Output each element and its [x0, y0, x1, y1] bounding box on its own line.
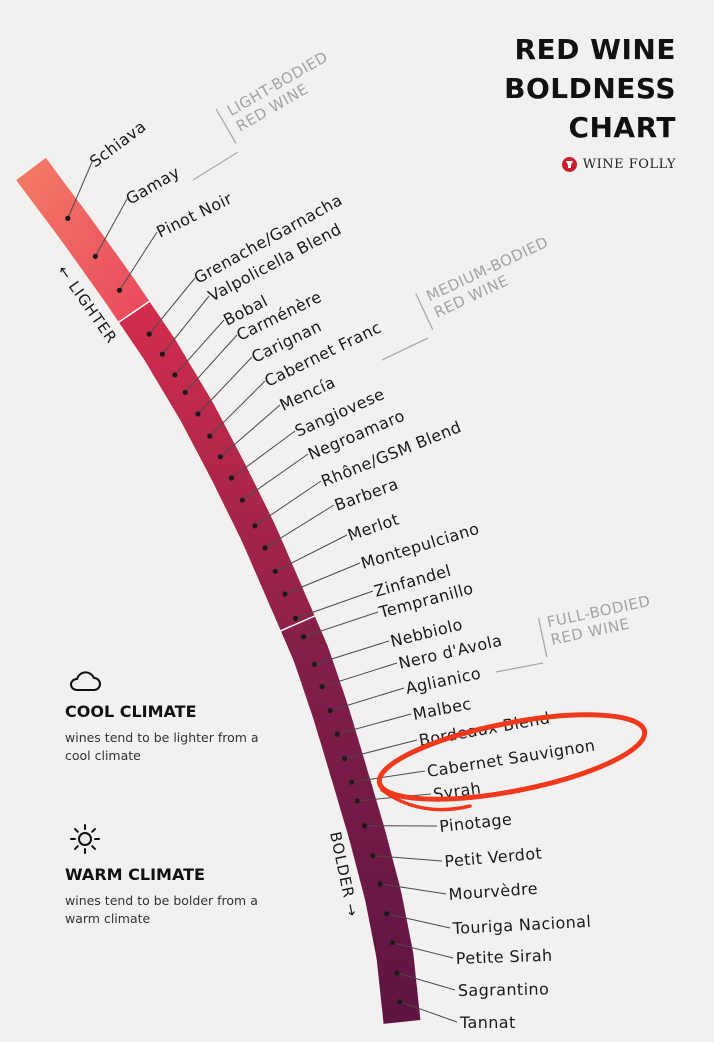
connector-zinfandel — [295, 590, 374, 619]
dot-touriga-nacional — [384, 911, 390, 917]
warm-climate-description: wines tend to be bolder from a warm clim… — [65, 893, 258, 926]
connector-mencia — [220, 404, 281, 458]
cloud-icon — [70, 671, 101, 691]
wine-label-pinotage: Pinotage — [438, 809, 513, 836]
dot-carmenere — [182, 389, 188, 395]
dot-pinot-noir — [116, 287, 123, 293]
full-bodied-band — [280, 616, 421, 1024]
dot-negroamaro — [239, 497, 245, 503]
wine-label-gamay: Gamay — [123, 162, 184, 208]
wine-label-pinot-noir: Pinot Noir — [153, 189, 235, 242]
connector-sangiovese — [231, 430, 296, 479]
section-divider-1 — [118, 300, 150, 323]
dot-barbera — [262, 545, 268, 551]
connector-rhone-gsm-blend — [254, 480, 322, 527]
dot-montepulciano — [282, 591, 288, 597]
connector-merlot — [274, 534, 348, 572]
dot-mencia — [217, 454, 223, 460]
connector-cabernet-franc — [209, 380, 266, 437]
dot-zinfandel — [293, 615, 299, 622]
dot-sangiovese — [228, 475, 235, 481]
title-line-2: BOLDNESS — [504, 72, 676, 105]
wine-label-schiava: Schiava — [86, 117, 150, 172]
dot-pinotage — [362, 823, 368, 829]
section-divider-2 — [280, 615, 316, 632]
wine-label-merlot: Merlot — [345, 510, 401, 545]
wine-label-petit-verdot: Petit Verdot — [444, 844, 543, 871]
connector-malbec — [337, 713, 412, 735]
connector-pinot-noir — [119, 231, 158, 291]
dot-grenache-garnacha — [146, 331, 152, 337]
brand-name: WINE FOLLY — [582, 157, 676, 172]
connector-bordeaux-blend — [344, 739, 418, 759]
cool-climate-legend: COOL CLIMATE wines tend to be lighter fr… — [65, 670, 265, 765]
wine-label-malbec: Malbec — [411, 694, 473, 724]
wine-glass-icon — [561, 157, 577, 172]
wine-label-mourvedre: Mourvèdre — [448, 879, 539, 904]
wine-label-tannat: Tannat — [459, 1013, 516, 1032]
dot-carignan — [195, 411, 201, 417]
connector-schiava — [67, 161, 93, 219]
wine-label-sagrantino: Sagrantino — [458, 979, 550, 1000]
connector-carmenere — [184, 334, 238, 393]
connector-barbera — [264, 504, 335, 549]
connector-sagrantino — [396, 972, 456, 991]
dot-tempranillo — [301, 634, 307, 640]
dot-cabernet-franc — [207, 433, 213, 439]
connector-negroamaro — [242, 453, 309, 501]
connector-nebbiolo — [314, 640, 390, 665]
dot-merlot — [272, 568, 278, 574]
sun-icon — [70, 824, 100, 854]
dot-nero-d-avola — [319, 684, 325, 690]
dot-mourvedre — [377, 881, 383, 887]
warm-climate-legend: WARM CLIMATE wines tend to be bolder fro… — [65, 823, 265, 928]
cool-climate-description: wines tend to be lighter from a cool cli… — [65, 730, 259, 763]
warm-climate-title: WARM CLIMATE — [65, 865, 205, 884]
dot-bordeaux-blend — [342, 755, 348, 762]
dot-bobal — [172, 372, 178, 378]
title-line-1: RED WINE — [514, 33, 676, 66]
dot-cabernet-sauvignon — [349, 779, 355, 785]
connector-petit-verdot — [372, 855, 443, 862]
title-line-3: CHART — [568, 111, 676, 144]
connector-nero-d-avola — [321, 662, 398, 688]
wine-label-touriga-nacional: Touriga Nacional — [451, 912, 591, 938]
cool-climate-title: COOL CLIMATE — [65, 702, 197, 721]
connector-cabernet-sauvignon — [351, 770, 426, 783]
light-bodied-band — [16, 157, 150, 323]
dot-gamay — [92, 253, 98, 259]
dot-sagrantino — [394, 970, 400, 976]
dot-schiava — [65, 215, 71, 221]
connector-grenache-garnacha — [148, 277, 196, 335]
dot-valpolicella-blend — [159, 351, 165, 357]
dot-aglianico — [327, 708, 333, 714]
wine-label-petite-sirah: Petite Sirah — [455, 946, 552, 968]
connector-gamay — [94, 198, 128, 257]
connector-montepulciano — [284, 562, 361, 595]
highlight-stroke-tail — [380, 788, 472, 812]
connector-aglianico — [330, 687, 405, 712]
dot-nebbiolo — [311, 661, 318, 668]
dot-petite-sirah — [389, 940, 395, 946]
highlight-circle-cabernet-sauvignon — [376, 712, 648, 802]
dot-tannat — [397, 999, 403, 1005]
chart-title: RED WINE BOLDNESS CHART — [504, 30, 676, 147]
dot-rhone-gsm-blend — [252, 523, 258, 529]
connector-bobal — [174, 319, 225, 376]
brand-logo: WINE FOLLY — [561, 157, 676, 172]
dot-petit-verdot — [370, 853, 376, 859]
dot-malbec — [334, 731, 340, 737]
connector-mourvedre — [380, 883, 447, 895]
dot-syrah — [354, 798, 360, 804]
connector-carignan — [197, 356, 253, 415]
connector-touriga-nacional — [386, 913, 451, 929]
connector-tannat — [399, 1001, 458, 1023]
connector-valpolicella-blend — [162, 295, 210, 355]
connector-petite-sirah — [392, 942, 454, 959]
connector-tempranillo — [303, 611, 379, 638]
